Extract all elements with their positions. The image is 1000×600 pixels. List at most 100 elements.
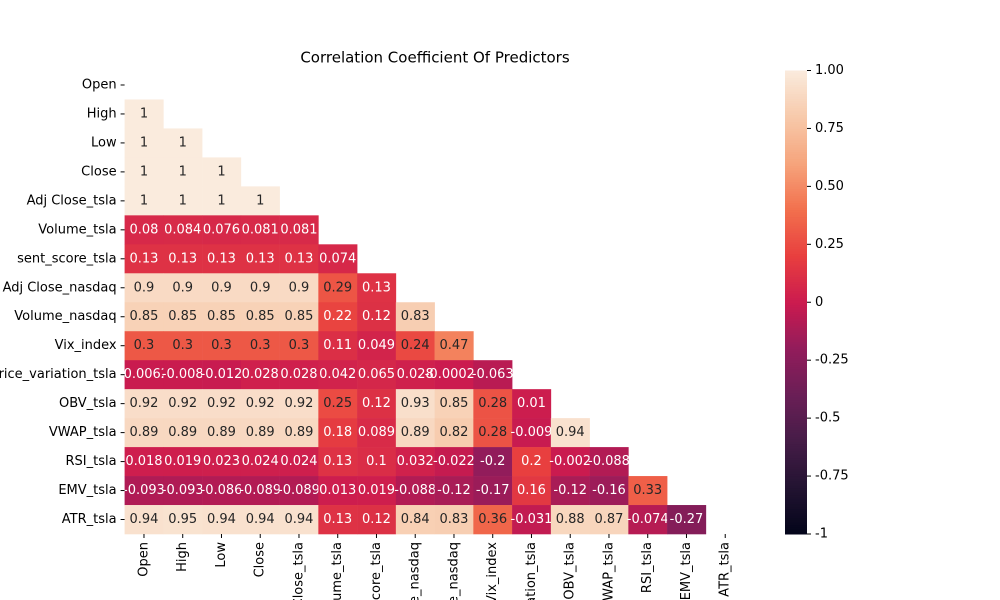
colorbar-segment: [785, 172, 807, 176]
cell-label: 0.84: [401, 512, 430, 527]
cell-label: 0.3: [289, 338, 310, 353]
heatmap-cell: [550, 476, 590, 506]
colorbar-segment: [785, 86, 807, 90]
colorbar-segment: [785, 489, 807, 493]
colorbar-segment: [785, 123, 807, 127]
colorbar-segment: [785, 381, 807, 384]
colorbar-segment: [785, 445, 807, 449]
heatmap-cell: [240, 505, 280, 535]
cell-label: 1: [179, 135, 187, 150]
heatmap-cell: [124, 360, 164, 390]
colorbar-segment: [785, 478, 807, 482]
colorbar-segment: [785, 186, 807, 190]
colorbar-segment: [785, 415, 807, 419]
heatmap-cell: [434, 505, 474, 535]
colorbar-segment: [785, 524, 807, 528]
colorbar-segment: [785, 459, 807, 463]
cell-label: 0.9: [172, 280, 193, 295]
heatmap-cell: [163, 505, 203, 535]
heatmap-cell: [550, 418, 590, 448]
cell-label: -0.00021: [425, 367, 483, 382]
colorbar-segment: [785, 348, 807, 352]
y-tick-label: sent_score_tsla: [17, 251, 117, 266]
heatmap-cell: [357, 360, 397, 390]
x-tick-label: Close: [253, 542, 268, 577]
colorbar-segment: [785, 128, 807, 132]
y-tick-label: High: [87, 106, 117, 121]
cell-label: 0.032: [397, 454, 434, 469]
x-tick-label: High: [175, 542, 190, 572]
cell-label: 0.18: [323, 425, 352, 440]
colorbar-segment: [785, 70, 807, 74]
cell-label: 0.1: [366, 454, 387, 469]
colorbar-segment: [785, 499, 807, 503]
colorbar-tick-label: -0.25: [815, 353, 849, 368]
colorbar-segment: [785, 436, 807, 440]
colorbar-segment: [785, 427, 807, 431]
colorbar-segment: [785, 492, 807, 496]
colorbar-segment: [785, 241, 807, 245]
heatmap-cell: [589, 476, 629, 506]
cell-label: 1: [140, 164, 148, 179]
colorbar-segment: [785, 156, 807, 160]
colorbar-segment: [785, 297, 807, 301]
colorbar-segment: [785, 452, 807, 456]
cell-label: 0.95: [168, 512, 197, 527]
heatmap-cell: [628, 476, 668, 506]
colorbar-segment: [785, 102, 807, 106]
x-tick-label: Adj Close_tsla: [291, 542, 306, 600]
cell-label: 0.08: [129, 222, 158, 237]
heatmap-cell: [163, 215, 203, 245]
colorbar-segment: [785, 313, 807, 317]
cell-label: 0.028: [397, 367, 434, 382]
heatmap-cell: [240, 302, 280, 332]
heatmap-cell: [124, 128, 164, 158]
colorbar-segment: [785, 230, 807, 234]
heatmap-cell: [163, 360, 203, 390]
y-tick-label: price_variation_tsla: [0, 367, 117, 382]
cell-label: 0.12: [362, 396, 391, 411]
x-tick-label: sent_score_tsla: [369, 542, 384, 600]
heatmap-cell: [202, 389, 242, 419]
heatmap-cell: [124, 99, 164, 129]
heatmap-cell: [395, 360, 435, 390]
colorbar-segment: [785, 79, 807, 83]
colorbar-segment: [785, 441, 807, 445]
colorbar-segment: [785, 181, 807, 185]
heatmap-cell: [279, 273, 319, 303]
cell-label: 0.3: [134, 338, 155, 353]
cell-label: 0.85: [439, 396, 468, 411]
heatmap-cell: [318, 302, 358, 332]
heatmap-cell: [589, 505, 629, 535]
colorbar-segment: [785, 200, 807, 204]
colorbar-segment: [785, 137, 807, 141]
heatmap-cell: [318, 331, 358, 361]
cell-label: -0.002: [549, 454, 591, 469]
heatmap-cell: [279, 505, 319, 535]
colorbar-segment: [785, 311, 807, 315]
x-tick-label: Volume_tsla: [330, 542, 345, 600]
colorbar-segment: [785, 281, 807, 285]
cell-label: 0.13: [129, 251, 158, 266]
colorbar-segment: [785, 292, 807, 296]
cell-label: 0.94: [284, 512, 313, 527]
cell-label: 0.084: [164, 222, 201, 237]
colorbar-segment: [785, 221, 807, 224]
cell-label: -0.17: [476, 483, 510, 498]
colorbar-segment: [785, 158, 807, 162]
cell-label: -0.008: [162, 367, 204, 382]
heatmap-cell: [434, 418, 474, 448]
cell-label: 0.29: [323, 280, 352, 295]
colorbar-segment: [785, 325, 807, 329]
colorbar-segment: [785, 330, 807, 333]
cell-label: 0.16: [517, 483, 546, 498]
cell-label: 0.023: [203, 454, 240, 469]
cell-label: 0.92: [129, 396, 158, 411]
colorbar-segment: [785, 188, 807, 192]
colorbar-segment: [785, 448, 807, 452]
heatmap-cell: [163, 331, 203, 361]
colorbar-segment: [785, 246, 807, 250]
colorbar-segment: [785, 320, 807, 324]
heatmap-cell: [279, 244, 319, 274]
colorbar-segment: [785, 408, 807, 412]
